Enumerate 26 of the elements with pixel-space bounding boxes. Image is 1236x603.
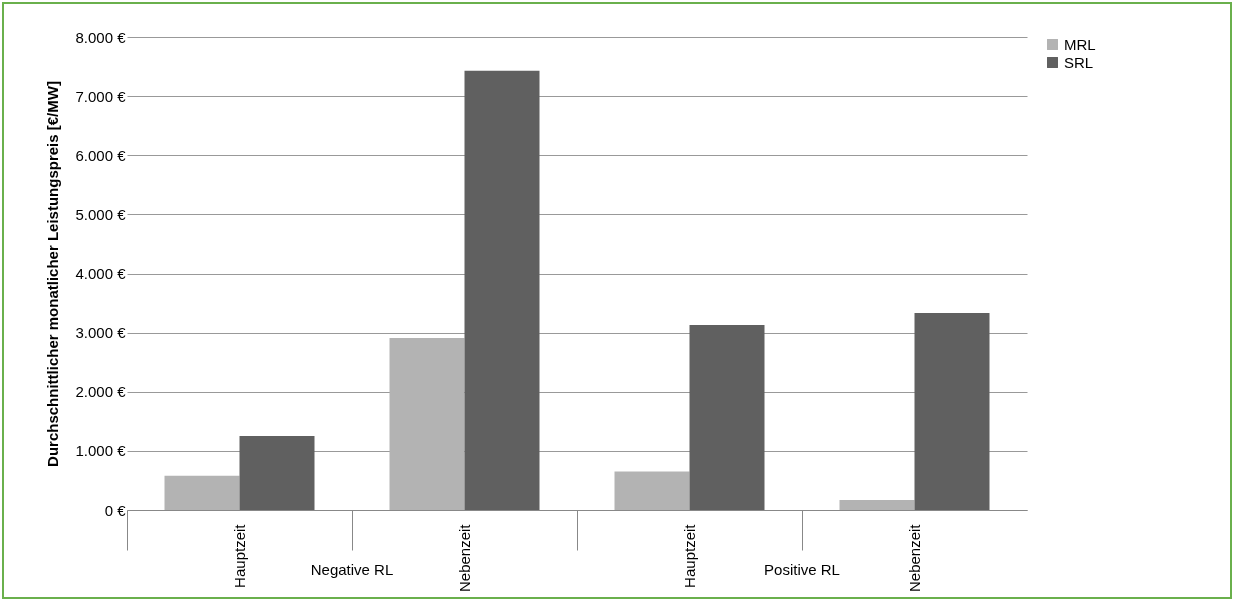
y-tick-label: 5.000 €	[75, 205, 127, 223]
text: Negative RL	[310, 561, 394, 578]
y-tick-label: 1.000 €	[75, 442, 127, 460]
bar	[614, 471, 690, 510]
bar	[389, 337, 465, 510]
bar	[464, 70, 540, 510]
bar	[914, 313, 990, 510]
y-tick-label: 0 €	[104, 501, 127, 519]
bar	[839, 499, 915, 510]
y-tick-label: 6.000 €	[75, 146, 127, 164]
legend-label: SRL	[1064, 53, 1094, 71]
x-tick-label: Hauptzeit	[680, 523, 698, 588]
bar	[164, 475, 240, 510]
x-tick-label: Nebenzeit	[455, 523, 473, 593]
y-tick-label: 3.000 €	[75, 324, 127, 342]
x-tick-label: Hauptzeit	[230, 523, 248, 588]
bar	[689, 324, 765, 510]
bar	[239, 436, 315, 510]
y-axis-title: Durchschnittlicher monatlicher Leistungspreis [€/MW]	[44, 81, 62, 467]
legend-label: MRL	[1064, 35, 1096, 53]
text: Positive RL	[764, 561, 840, 578]
y-tick-label: 8.000 €	[75, 28, 127, 46]
x-tick-label: Nebenzeit	[905, 523, 923, 593]
y-tick-label: 7.000 €	[75, 87, 127, 105]
y-tick-label: 4.000 €	[75, 265, 127, 282]
y-tick-label: 2.000 €	[75, 383, 127, 401]
